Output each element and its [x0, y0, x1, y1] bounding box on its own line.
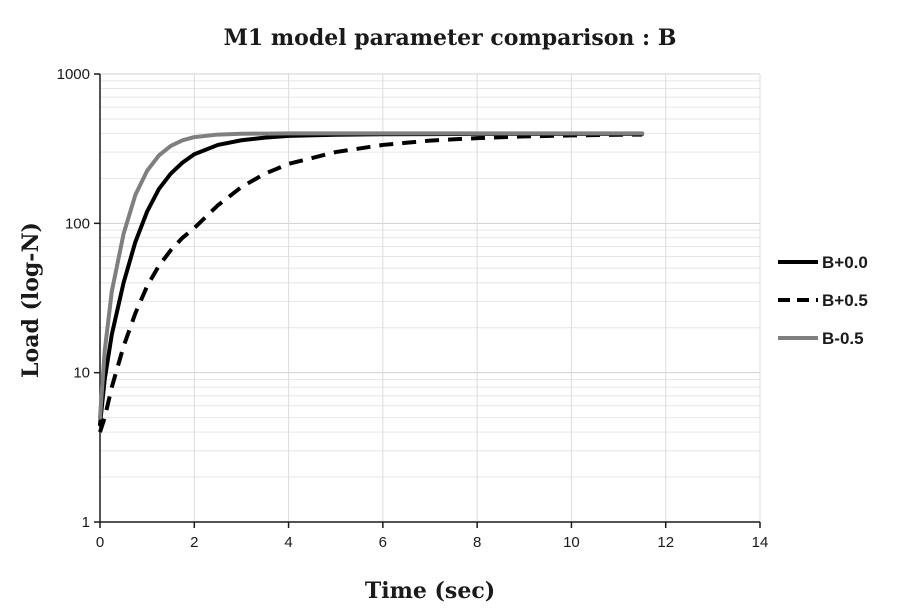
y-tick-label: 1	[82, 514, 90, 531]
y-axis-label: Load (log-N)	[18, 222, 44, 378]
y-tick-label: 100	[65, 215, 90, 232]
legend-label-1: B+0.5	[822, 291, 868, 310]
y-tick-label: 10	[73, 365, 90, 382]
x-tick-label: 12	[657, 534, 674, 551]
legend-label-2: B-0.5	[822, 329, 864, 348]
legend-label-0: B+0.0	[822, 253, 868, 272]
series-line-1	[98, 132, 643, 433]
x-tick-label: 4	[284, 534, 292, 551]
x-tick-label: 0	[96, 534, 104, 551]
x-tick-label: 6	[379, 534, 387, 551]
axes-layer: 1 10 100 1000 0 2 4 6 8 10 12 14	[57, 66, 769, 551]
x-tick-label: 14	[752, 534, 769, 551]
y-tick-label: 1000	[57, 66, 90, 83]
x-axis-label: Time (sec)	[365, 578, 495, 604]
series-line-2	[98, 131, 645, 420]
x-tick-label: 10	[563, 534, 580, 551]
legend: B+0.0 B+0.5 B-0.5	[778, 253, 868, 348]
x-tick-label: 2	[190, 534, 198, 551]
chart-title: M1 model parameter comparison : B	[224, 25, 677, 51]
series-line-0	[98, 131, 645, 427]
x-tick-label: 8	[473, 534, 481, 551]
series-layer	[98, 131, 645, 433]
